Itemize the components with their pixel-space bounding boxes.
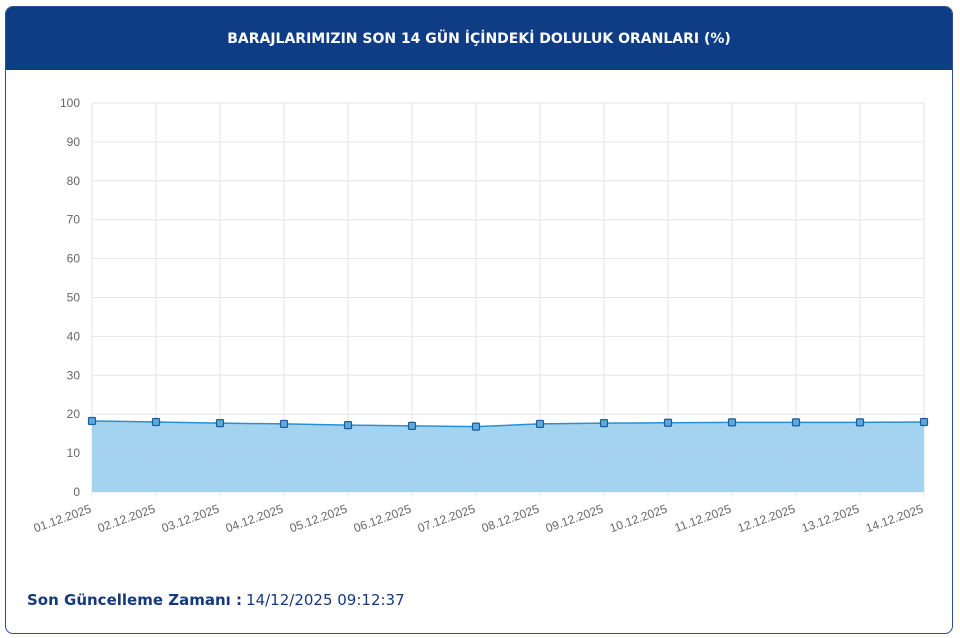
- card-header: BARAJLARIMIZIN SON 14 GÜN İÇİNDEKİ DOLUL…: [6, 7, 952, 70]
- y-tick-label: 70: [67, 213, 81, 227]
- y-tick-label: 20: [67, 407, 81, 421]
- point: [535, 419, 545, 429]
- line: [91, 420, 925, 428]
- point: [87, 416, 97, 426]
- y-tick-label: 30: [67, 368, 81, 382]
- y-tick-label: 10: [67, 446, 81, 460]
- x-tick-label: 02.12.2025: [96, 502, 158, 536]
- x-tick-label: 09.12.2025: [544, 502, 606, 536]
- point: [919, 417, 929, 427]
- point: [151, 417, 161, 427]
- point: [279, 419, 289, 429]
- x-tick-label: 03.12.2025: [160, 502, 222, 536]
- x-tick-label: 05.12.2025: [288, 502, 350, 536]
- x-tick-label: 12.12.2025: [736, 502, 798, 536]
- point: [599, 419, 609, 428]
- footer: Son Güncelleme Zamanı :14/12/2025 09:12:…: [27, 591, 405, 609]
- update-value: 14/12/2025 09:12:37: [246, 591, 405, 609]
- update-label: Son Güncelleme Zamanı :: [27, 591, 243, 609]
- x-tick-label: 13.12.2025: [800, 502, 862, 536]
- y-tick-label: 90: [67, 135, 81, 149]
- point: [471, 422, 481, 431]
- point: [791, 418, 801, 427]
- point: [343, 420, 353, 430]
- point: [855, 418, 865, 427]
- area: [92, 421, 924, 492]
- x-tick-label: 06.12.2025: [352, 502, 414, 536]
- x-tick-label: 11.12.2025: [673, 502, 734, 536]
- point: [663, 418, 673, 427]
- x-tick-label: 08.12.2025: [480, 502, 542, 536]
- x-tick-label: 01.12.2025: [32, 502, 94, 536]
- y-tick-label: 60: [67, 252, 81, 266]
- x-tick-label: 07.12.2025: [416, 502, 478, 536]
- chart-title: BARAJLARIMIZIN SON 14 GÜN İÇİNDEKİ DOLUL…: [227, 30, 731, 47]
- x-tick-label: 14.12.2025: [864, 502, 926, 536]
- x-tick-label: 04.12.2025: [224, 502, 286, 536]
- y-tick-label: 80: [67, 174, 81, 188]
- point: [407, 421, 417, 430]
- y-tick-label: 100: [60, 96, 80, 110]
- y-tick-label: 40: [67, 329, 81, 343]
- x-tick-label: 10.12.2025: [608, 502, 670, 536]
- card: BARAJLARIMIZIN SON 14 GÜN İÇİNDEKİ DOLUL…: [5, 6, 953, 634]
- point: [215, 419, 225, 428]
- chart: 0 10 20 30 40 50 60 70 80 90 100 01.12.2025 02.12.20…: [32, 96, 929, 536]
- y-tick-label: 0: [73, 485, 80, 499]
- point: [727, 418, 737, 427]
- y-tick-label: 50: [67, 291, 81, 305]
